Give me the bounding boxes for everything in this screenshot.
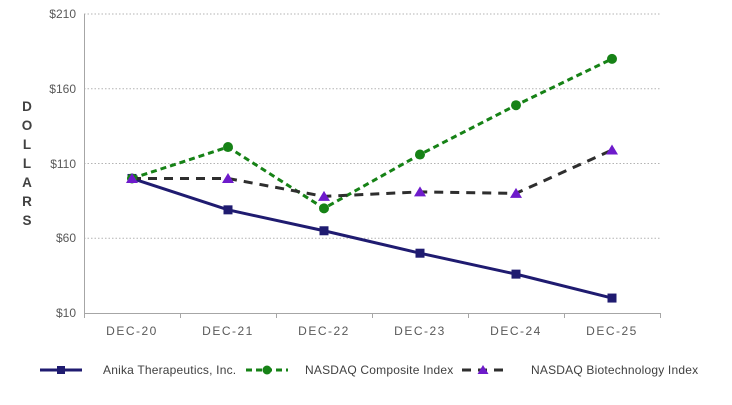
y-tick-label: $110 — [50, 156, 76, 171]
series-line — [131, 57, 613, 211]
legend-item-anika: Anika Therapeutics, Inc. — [40, 362, 236, 378]
y-axis-title-letter: O — [21, 118, 33, 133]
triangle-marker-icon — [318, 190, 330, 201]
y-axis-title-letter: L — [22, 156, 32, 171]
circle-marker-icon — [223, 142, 233, 153]
legend-label-nasdaq-composite: NASDAQ Composite Index — [305, 363, 454, 377]
triangle-marker-icon — [606, 144, 618, 155]
x-tick-label: DEC-23 — [394, 324, 446, 338]
y-axis-title-letter: A — [22, 175, 32, 190]
square-marker-icon — [607, 293, 617, 303]
y-tick-label: $210 — [49, 7, 76, 21]
triangle-marker-icon — [126, 172, 138, 183]
x-tick-label: DEC-25 — [586, 324, 638, 338]
series-line — [131, 177, 613, 300]
legend-label-anika: Anika Therapeutics, Inc. — [103, 363, 237, 377]
square-marker-icon — [415, 248, 425, 258]
chart-legend: Anika Therapeutics, Inc. NASDAQ Composit… — [0, 362, 732, 382]
legend-label-nasdaq-biotech: NASDAQ Biotechnology Index — [531, 363, 699, 377]
square-marker-icon — [319, 226, 329, 236]
x-tick-label: DEC-21 — [202, 324, 254, 338]
y-axis-title-letter: D — [22, 99, 32, 114]
x-tick-label: DEC-24 — [490, 324, 542, 338]
circle-marker-icon — [607, 53, 617, 64]
y-axis-title-letter: L — [22, 137, 32, 152]
y-axis-title-letter: S — [22, 213, 32, 228]
square-marker-icon — [223, 205, 233, 215]
legend-item-nasdaq-composite: NASDAQ Composite Index — [246, 362, 453, 378]
circle-marker-icon — [511, 100, 521, 111]
circle-marker-icon — [415, 149, 425, 160]
circle-marker-icon — [319, 203, 329, 214]
series-line — [132, 148, 613, 198]
x-tick-label: DEC-22 — [298, 324, 350, 338]
legend-sample-circle-line-icon — [246, 365, 288, 375]
y-tick-label: $60 — [55, 231, 76, 246]
x-tick-label: DEC-20 — [106, 324, 158, 338]
legend-sample-triangle-line-icon — [462, 365, 504, 374]
triangle-marker-icon — [510, 187, 522, 198]
y-tick-label: $160 — [49, 81, 76, 96]
legend-item-nasdaq-biotech: NASDAQ Biotechnology Index — [462, 362, 698, 378]
triangle-marker-icon — [414, 186, 426, 197]
triangle-marker-icon — [222, 172, 234, 183]
y-axis-title-letter: R — [22, 194, 32, 209]
y-tick-label: $10 — [55, 306, 76, 320]
legend-sample-square-line-icon — [40, 366, 82, 374]
square-marker-icon — [511, 269, 521, 279]
